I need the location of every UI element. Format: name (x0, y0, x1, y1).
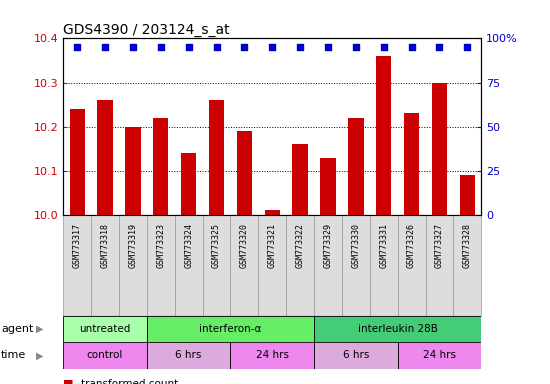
Bar (370, 215, 398, 316)
Bar (236, 131, 252, 215)
Bar (175, 215, 202, 316)
Text: GSM773329: GSM773329 (323, 223, 333, 268)
Text: 6 hrs: 6 hrs (343, 351, 369, 361)
Text: GSM773330: GSM773330 (351, 223, 360, 268)
Bar (426, 215, 453, 316)
Bar (314, 316, 481, 342)
Bar (63, 215, 91, 316)
Bar (398, 215, 426, 316)
Text: GSM773331: GSM773331 (379, 223, 388, 268)
Text: GSM773323: GSM773323 (156, 223, 166, 268)
Point (351, 44, 360, 50)
Text: ▶: ▶ (36, 324, 43, 334)
Bar (314, 342, 398, 369)
Bar (125, 127, 141, 215)
Bar (97, 100, 113, 215)
Text: GSM773321: GSM773321 (268, 223, 277, 268)
Bar (432, 83, 447, 215)
Text: GSM773319: GSM773319 (128, 223, 138, 268)
Text: GSM773328: GSM773328 (463, 223, 472, 268)
Point (184, 44, 193, 50)
Point (379, 44, 388, 50)
Text: untreated: untreated (79, 324, 131, 334)
Text: 24 hrs: 24 hrs (423, 351, 456, 361)
Text: 6 hrs: 6 hrs (175, 351, 202, 361)
Bar (153, 118, 168, 215)
Text: GSM773317: GSM773317 (73, 223, 82, 268)
Text: GSM773327: GSM773327 (435, 223, 444, 268)
Bar (63, 316, 147, 342)
Bar (398, 342, 481, 369)
Bar (63, 342, 147, 369)
Bar (348, 118, 364, 215)
Bar (460, 175, 475, 215)
Point (212, 44, 221, 50)
Bar (320, 157, 336, 215)
Point (268, 44, 277, 50)
Text: GSM773318: GSM773318 (101, 223, 109, 268)
Text: GSM773325: GSM773325 (212, 223, 221, 268)
Bar (293, 144, 308, 215)
Text: time: time (1, 351, 26, 361)
Text: agent: agent (1, 324, 34, 334)
Point (73, 44, 81, 50)
Bar (453, 215, 481, 316)
Bar (181, 153, 196, 215)
Text: 24 hrs: 24 hrs (256, 351, 289, 361)
Text: interleukin 28B: interleukin 28B (358, 324, 438, 334)
Bar (230, 342, 314, 369)
Bar (147, 316, 314, 342)
Point (323, 44, 332, 50)
Bar (258, 215, 286, 316)
Bar (209, 100, 224, 215)
Bar (265, 210, 280, 215)
Text: GSM773320: GSM773320 (240, 223, 249, 268)
Text: GSM773326: GSM773326 (407, 223, 416, 268)
Text: GSM773324: GSM773324 (184, 223, 193, 268)
Bar (230, 215, 258, 316)
Text: ▶: ▶ (36, 351, 43, 361)
Point (407, 44, 416, 50)
Point (240, 44, 249, 50)
Text: GSM773322: GSM773322 (295, 223, 305, 268)
Point (296, 44, 305, 50)
Bar (69, 109, 85, 215)
Bar (342, 215, 370, 316)
Bar (202, 215, 230, 316)
Point (435, 44, 444, 50)
Point (101, 44, 109, 50)
Bar (91, 215, 119, 316)
Point (156, 44, 165, 50)
Bar (119, 215, 147, 316)
Bar (147, 342, 230, 369)
Text: transformed count: transformed count (81, 379, 178, 384)
Text: GDS4390 / 203124_s_at: GDS4390 / 203124_s_at (63, 23, 230, 37)
Bar (286, 215, 314, 316)
Text: ■: ■ (63, 379, 74, 384)
Bar (314, 215, 342, 316)
Point (129, 44, 138, 50)
Bar (147, 215, 175, 316)
Text: interferon-α: interferon-α (199, 324, 262, 334)
Point (463, 44, 472, 50)
Bar (376, 56, 392, 215)
Text: control: control (87, 351, 123, 361)
Bar (404, 113, 419, 215)
